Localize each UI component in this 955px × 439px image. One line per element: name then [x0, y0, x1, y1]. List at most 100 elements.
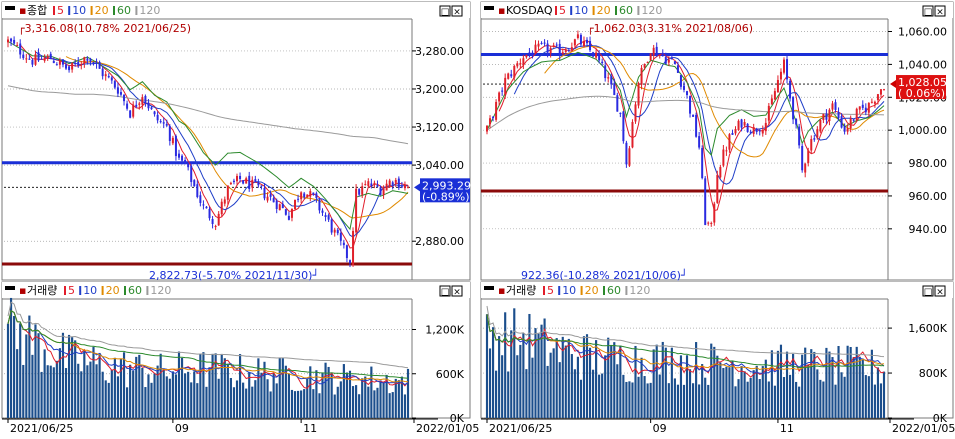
- current-price-value: 1,028.05: [898, 76, 947, 89]
- maximize-icon-frame[interactable]: [439, 285, 451, 297]
- moving-average-120: [7, 85, 409, 145]
- volume-bar: [217, 378, 220, 418]
- volume-bar: [616, 364, 619, 418]
- candle-body: [171, 137, 174, 144]
- panel-kospi-price: ▪ 종합 5 10 20 60 120 □ × 3,280.00 3,200.00 3,120.00 3…: [1, 1, 471, 282]
- candle-body: [722, 149, 725, 166]
- volume-bar: [25, 334, 28, 418]
- volume-bar: [342, 364, 345, 418]
- candle-body: [849, 118, 852, 129]
- volume-bar: [743, 371, 746, 418]
- candle-body: [162, 122, 165, 124]
- candle-body: [689, 96, 692, 114]
- maximize-icon[interactable]: □: [441, 8, 450, 18]
- maximize-icon[interactable]: □: [924, 288, 933, 298]
- volume-bar: [676, 384, 679, 418]
- volume-bar: [248, 371, 251, 418]
- volume-bar: [752, 370, 755, 418]
- legend-ma-label: 60: [619, 4, 633, 17]
- candle-body: [321, 210, 324, 213]
- volume-bar: [522, 333, 525, 418]
- candle-body: [379, 187, 382, 195]
- volume-bar: [734, 386, 737, 418]
- volume-bar: [284, 365, 287, 418]
- y-tick-label: 600K: [436, 368, 465, 381]
- maximize-icon-frame[interactable]: [922, 5, 934, 17]
- close-icon[interactable]: ×: [936, 8, 944, 18]
- volume-bar: [561, 336, 564, 418]
- volume-bar: [168, 378, 171, 418]
- volume-bar: [867, 376, 870, 418]
- volume-bar: [382, 381, 385, 418]
- current-price-badge: [420, 178, 470, 203]
- candle-body: [184, 160, 187, 164]
- volume-bar: [49, 365, 52, 418]
- volume-bar: [852, 357, 855, 418]
- close-icon-frame[interactable]: [451, 285, 463, 297]
- candle-body: [385, 183, 388, 191]
- volume-bar: [807, 364, 810, 418]
- volume-bar: [646, 383, 649, 418]
- candle-body: [658, 54, 661, 56]
- volume-bar: [876, 367, 880, 418]
- y-tick-label: 1,600K: [908, 322, 947, 335]
- volume-bar: [266, 379, 269, 418]
- close-icon-frame[interactable]: [934, 285, 946, 297]
- volume-bar: [397, 380, 400, 418]
- volume-bar: [162, 368, 165, 418]
- candle-body: [135, 104, 138, 107]
- volume-bar: [755, 365, 758, 418]
- candle-body: [610, 76, 613, 85]
- x-tick-label: 11: [303, 422, 317, 435]
- volume-bar: [16, 349, 19, 418]
- volume-bar: [722, 367, 725, 418]
- candle-body: [489, 118, 492, 125]
- candle-body: [126, 103, 129, 109]
- candle-body: [202, 204, 205, 206]
- volume-bar: [685, 355, 689, 418]
- close-icon[interactable]: ×: [453, 8, 461, 18]
- candle-body: [495, 101, 498, 120]
- maximize-icon-frame[interactable]: [922, 285, 934, 297]
- volume-bar: [174, 374, 178, 418]
- volume-bar: [519, 344, 522, 418]
- close-icon[interactable]: ×: [453, 288, 461, 298]
- volume-bar: [220, 353, 223, 418]
- close-icon-frame[interactable]: [934, 5, 946, 17]
- close-icon-frame[interactable]: [451, 5, 463, 17]
- volume-bar: [394, 378, 397, 418]
- volume-bar: [46, 365, 49, 418]
- candle-body: [68, 66, 71, 71]
- candle-body: [589, 40, 592, 51]
- volume-bar: [870, 349, 873, 418]
- candle-body: [837, 111, 840, 119]
- y-tick-label: 1,200K: [425, 324, 464, 337]
- maximize-icon[interactable]: □: [924, 8, 933, 18]
- volume-bar: [643, 376, 646, 418]
- volume-bar: [746, 381, 749, 418]
- candle-body: [168, 126, 171, 141]
- volume-bar: [531, 357, 534, 418]
- panel-menu-icon[interactable]: [484, 6, 494, 10]
- panel-menu-icon[interactable]: [5, 6, 15, 10]
- maximize-icon[interactable]: □: [441, 288, 450, 298]
- volume-bar: [655, 344, 658, 418]
- candle-body: [716, 175, 719, 203]
- panel-header-bar: [481, 282, 953, 298]
- maximize-icon-frame[interactable]: [439, 5, 451, 17]
- volume-bar: [667, 383, 670, 418]
- volume-bar: [737, 379, 740, 418]
- volume-bar: [385, 374, 388, 418]
- candle-body: [528, 52, 531, 54]
- panel-menu-icon[interactable]: [5, 286, 15, 290]
- volume-bar: [339, 381, 342, 418]
- close-icon[interactable]: ×: [936, 288, 944, 298]
- panel-menu-icon[interactable]: [484, 286, 494, 290]
- volume-bar: [312, 389, 315, 418]
- volume-bar: [579, 379, 583, 418]
- candle-body: [324, 215, 327, 217]
- legend-ma-label: 60: [128, 284, 142, 297]
- candle-body: [214, 226, 217, 228]
- candle-body: [196, 184, 199, 198]
